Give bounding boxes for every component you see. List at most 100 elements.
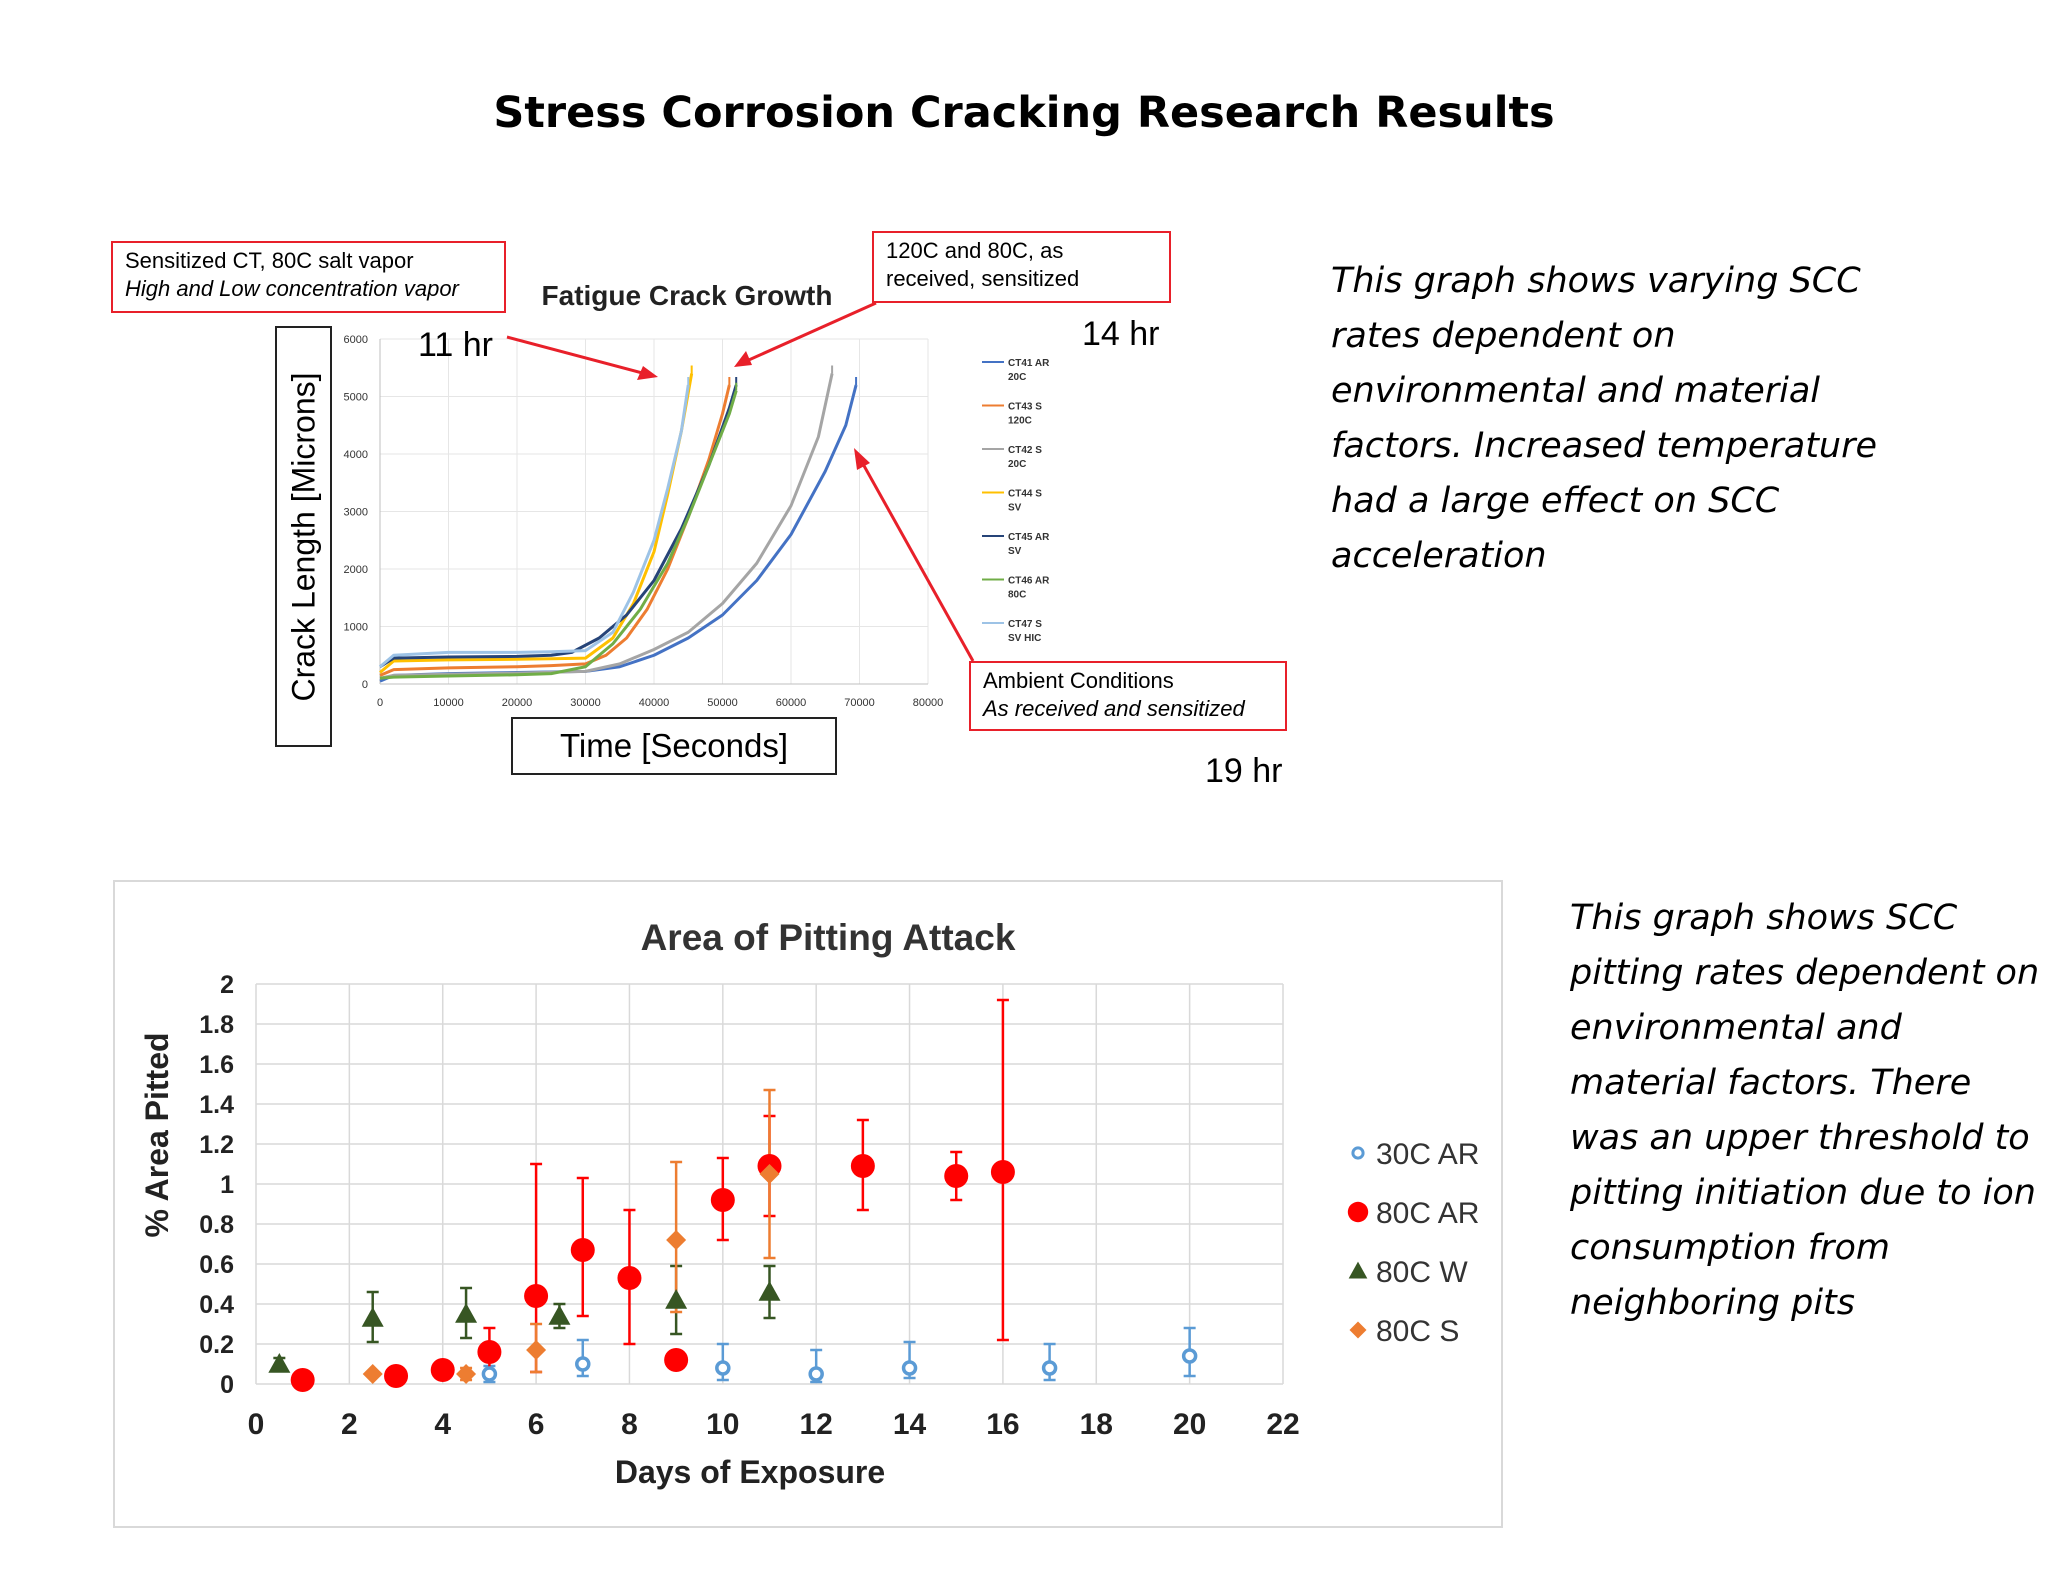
pitting-ylabel: % Area Pitted: [139, 1032, 175, 1237]
annotation-ambient-line1: Ambient Conditions: [983, 668, 1174, 693]
pitting-data-point: [570, 1238, 595, 1262]
crack-ytick-label: 3000: [344, 507, 368, 519]
pitting-data-point: [944, 1164, 969, 1188]
annotation-arrows: [506, 301, 975, 662]
pitting-xtick-label: 0: [248, 1408, 265, 1441]
pitting-data-point: [290, 1368, 315, 1392]
pitting-data-point: [901, 1360, 918, 1376]
pitting-legend-label: 80C W: [1376, 1256, 1468, 1289]
pitting-ytick-label: 0.2: [199, 1331, 234, 1359]
pitting-data-point: [455, 1303, 478, 1323]
pitting-legend-label: 80C S: [1376, 1315, 1459, 1348]
pitting-data-point: [665, 1289, 688, 1309]
crack-xtick-label: 40000: [639, 697, 670, 709]
crack-ytick-label: 1000: [344, 622, 368, 634]
arrow-high-temp: [741, 301, 877, 365]
pitting-chart-title: Area of Pitting Attack: [641, 917, 1016, 958]
pitting-ytick-label: 1.4: [199, 1091, 234, 1119]
crack-legend-label: CT46 AR: [1008, 576, 1050, 587]
pitting-xtick-label: 10: [706, 1408, 739, 1441]
pitting-data-point: [850, 1154, 875, 1178]
pitting-xlabel: Days of Exposure: [615, 1454, 885, 1490]
annotation-sensitized-line1: Sensitized CT, 80C salt vapor: [125, 248, 414, 273]
crack-ytick-label: 2000: [344, 564, 368, 576]
label-19hr: 19 hr: [1205, 752, 1283, 790]
crack-legend-label: CT44 S: [1008, 489, 1042, 500]
pitting-data-point: [758, 1281, 781, 1301]
crack-legend-label: 120C: [1008, 416, 1032, 427]
crack-legend-label: 80C: [1008, 590, 1026, 601]
crack-ytick-label: 6000: [344, 334, 368, 346]
pitting-data-point: [710, 1188, 735, 1212]
pitting-legend-marker: [1349, 1321, 1367, 1339]
pitting-data-point: [477, 1340, 502, 1364]
label-11hr: 11 hr: [418, 326, 493, 364]
crack-legend-label: CT45 AR: [1008, 532, 1050, 543]
pitting-ytick-label: 2: [220, 971, 234, 999]
pitting-data-point: [456, 1364, 477, 1384]
crack-series-line: [379, 384, 731, 677]
crack-ylabel-box: Crack Length [Microns]: [275, 326, 332, 747]
pitting-xtick-label: 22: [1266, 1408, 1299, 1441]
crack-legend-label: SV: [1008, 546, 1022, 557]
pitting-ytick-label: 0.4: [199, 1291, 234, 1319]
pitting-legend-marker: [1351, 1146, 1365, 1160]
pitting-ytick-label: 0: [220, 1371, 234, 1399]
pitting-data-point: [808, 1366, 824, 1382]
pitting-data-point: [430, 1358, 455, 1382]
annotation-sensitized: Sensitized CT, 80C salt vapor High and L…: [111, 241, 506, 313]
crack-legend-label: 20C: [1008, 459, 1026, 470]
annotation-sensitized-line2: High and Low concentration vapor: [125, 276, 459, 301]
annotation-high-temp-line2: received, sensitized: [886, 266, 1080, 291]
crack-xtick-label: 10000: [433, 697, 464, 709]
pitting-xtick-label: 12: [799, 1408, 832, 1441]
crack-xtick-label: 30000: [570, 697, 601, 709]
pitting-data-point: [1181, 1348, 1198, 1364]
crack-xtick-label: 70000: [844, 697, 875, 709]
pitting-legend-marker: [1347, 1201, 1369, 1223]
pitting-legend-label: 30C AR: [1376, 1138, 1479, 1171]
crack-legend-label: 20C: [1008, 372, 1026, 383]
crack-legend-label: CT43 S: [1008, 402, 1042, 413]
arrow-11hr: [506, 335, 651, 377]
pitting-ytick-label: 0.8: [199, 1211, 234, 1239]
crack-xtick-label: 80000: [913, 697, 944, 709]
pitting-data-point: [666, 1230, 687, 1250]
pitting-data-point: [715, 1360, 731, 1376]
pitting-xtick-label: 6: [528, 1408, 545, 1441]
crack-xtick-label: 0: [377, 697, 383, 709]
pitting-ytick-label: 0.6: [199, 1251, 234, 1279]
pitting-data-point: [526, 1340, 547, 1360]
pitting-xtick-label: 20: [1173, 1408, 1206, 1441]
crack-series-line: [379, 373, 834, 680]
pitting-data-point: [384, 1364, 409, 1388]
arrow-ambient-head: [854, 448, 870, 470]
crack-ytick-label: 0: [362, 679, 368, 691]
pitting-data-point: [548, 1305, 571, 1325]
crack-ytick-label: 5000: [344, 392, 368, 404]
crack-xtick-label: 50000: [707, 697, 738, 709]
crack-xtick-label: 20000: [502, 697, 533, 709]
annotation-ambient-line2: As received and sensitized: [983, 696, 1245, 721]
pitting-xtick-label: 8: [621, 1408, 638, 1441]
pitting-xtick-label: 2: [341, 1408, 358, 1441]
page-title: Stress Corrosion Cracking Research Resul…: [493, 88, 1555, 138]
pitting-data-point: [759, 1164, 780, 1184]
pitting-data-point: [617, 1266, 642, 1290]
pitting-data-point: [361, 1307, 384, 1327]
arrow-high-temp-head: [734, 351, 752, 367]
crack-legend-label: CT41 AR: [1008, 358, 1050, 369]
pitting-data-point: [268, 1353, 291, 1373]
crack-series-line: [379, 384, 690, 668]
pitting-data-point: [524, 1284, 549, 1308]
crack-legend-label: CT47 S: [1008, 619, 1042, 630]
pitting-ytick-label: 1.2: [199, 1131, 234, 1159]
crack-xlabel-box: Time [Seconds]: [511, 717, 837, 775]
crack-chart-title: Fatigue Crack Growth: [542, 280, 833, 311]
pitting-data-point: [1041, 1360, 1058, 1376]
annotation-high-temp-line1: 120C and 80C, as: [886, 238, 1064, 263]
crack-ytick-label: 4000: [344, 449, 368, 461]
pitting-legend-label: 80C AR: [1376, 1197, 1479, 1230]
annotation-ambient: Ambient Conditions As received and sensi…: [969, 661, 1287, 731]
